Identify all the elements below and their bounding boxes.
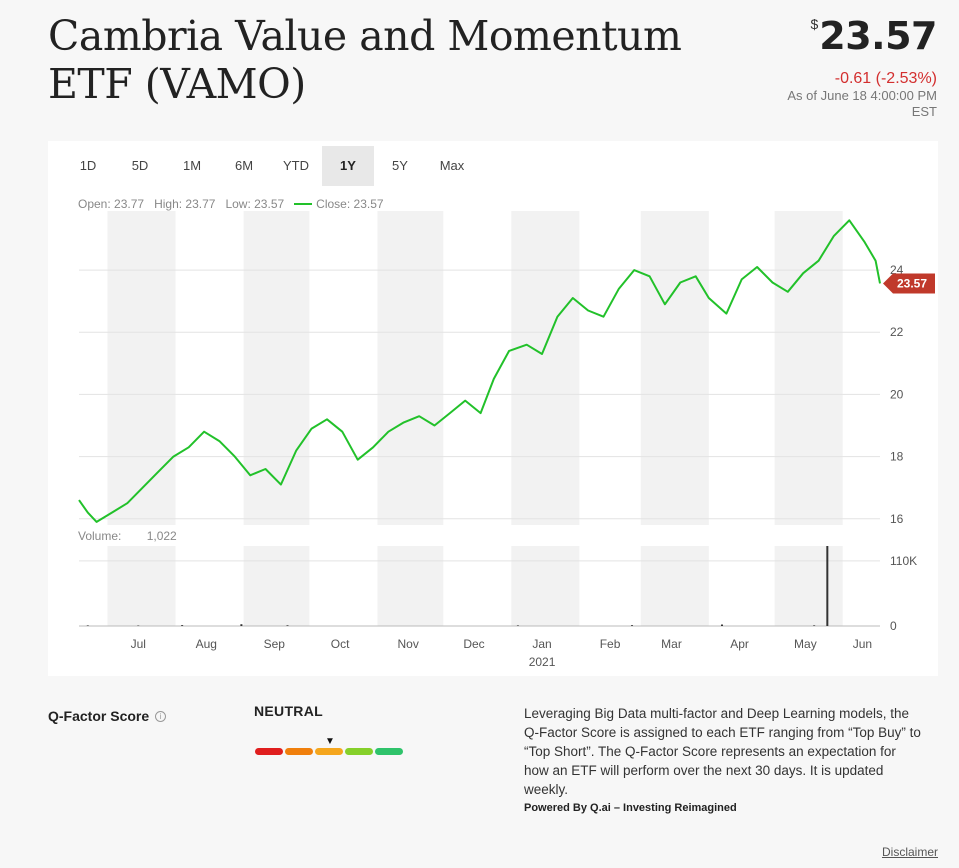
qfactor-score-bar (255, 748, 405, 755)
volume-tick-label: 0 (890, 619, 897, 633)
month-shade (640, 211, 709, 525)
price-change: -0.61 (-2.53%) (834, 70, 937, 87)
close-value: Close: 23.57 (316, 197, 384, 211)
qfactor-label-text: Q-Factor Score (48, 708, 150, 724)
tab-6m[interactable]: 6M (234, 158, 254, 173)
volume-label: Volume: (78, 529, 122, 543)
month-shade (243, 546, 310, 626)
tab-5d[interactable]: 5D (131, 158, 149, 173)
info-icon[interactable]: i (155, 710, 167, 722)
page-title: Cambria Value and Momentum ETF (VAMO) (48, 12, 682, 108)
x-tick-label: Sep (264, 637, 286, 651)
low-value: Low: 23.57 (225, 197, 285, 211)
month-shade (640, 546, 709, 626)
close-price-line (78, 219, 881, 523)
x-tick-label: Dec (463, 637, 484, 651)
qfactor-score: NEUTRAL (254, 703, 323, 719)
high-value: High: 23.77 (154, 197, 216, 211)
quote-panel: $ 23.57 -0.61 (-2.53%) As of June 18 4:0… (767, 14, 937, 120)
y-tick-label: 16 (890, 512, 904, 526)
month-shade (511, 546, 580, 626)
x-tick-label: Jul (131, 637, 146, 651)
y-tick-label: 22 (890, 325, 904, 339)
disclaimer-link[interactable]: Disclaimer (881, 845, 938, 859)
volume-tick-label: 110K (890, 554, 917, 568)
tab-max[interactable]: Max (439, 158, 465, 173)
x-tick-label: May (794, 637, 817, 651)
last-price-marker (883, 273, 935, 294)
ohlc-readout: Open: 23.77 High: 23.77 Low: 23.57 Close… (78, 197, 394, 211)
y-tick-label: 18 (890, 450, 904, 464)
qfactor-segment (285, 748, 313, 755)
qfactor-description: Leveraging Big Data multi-factor and Dee… (524, 706, 921, 797)
x-tick-label: Nov (398, 637, 419, 651)
qfactor-segment (345, 748, 373, 755)
x-tick-label: Oct (331, 637, 350, 651)
tab-1y[interactable]: 1Y (322, 146, 374, 186)
x-year-label: 2021 (529, 655, 556, 669)
x-tick-label: Apr (730, 637, 749, 651)
month-shade (377, 211, 444, 525)
x-tick-label: Aug (196, 637, 217, 651)
month-shade (107, 211, 176, 525)
x-tick-label: Jan (532, 637, 551, 651)
powered-by: Powered By Q.ai – Investing Reimagined (524, 802, 737, 814)
qfactor-segment (315, 748, 343, 755)
close-legend-swatch (294, 203, 313, 205)
month-shade (377, 546, 444, 626)
qfactor-label: Q-Factor Score i (48, 708, 167, 724)
current-price: 23.57 (819, 14, 937, 58)
month-shade (774, 546, 843, 626)
y-tick-label: 20 (890, 387, 904, 401)
x-tick-label: Feb (600, 637, 621, 651)
as-of-timestamp: As of June 18 4:00:00 PM EST (787, 88, 937, 119)
range-tabs: 1D 5D 1M 6M YTD 1Y 5Y Max (62, 146, 478, 186)
month-shade (774, 211, 843, 525)
tab-5y[interactable]: 5Y (392, 158, 408, 173)
qfactor-segment (375, 748, 403, 755)
x-tick-label: Jun (853, 637, 872, 651)
open-value: Open: 23.77 (78, 197, 145, 211)
score-pointer-icon: ▼ (325, 736, 335, 747)
tab-ytd[interactable]: YTD (283, 158, 309, 173)
month-shade (243, 211, 310, 525)
x-tick-label: Mar (661, 637, 682, 651)
volume-value: 1,022 (146, 529, 177, 543)
currency-symbol: $ (810, 16, 819, 32)
last-price-label: 23.57 (897, 276, 927, 290)
volume-readout: Volume: 1,022 (78, 529, 177, 543)
month-shade (511, 211, 580, 525)
tab-1m[interactable]: 1M (182, 158, 202, 173)
tab-1d[interactable]: 1D (79, 158, 97, 173)
price-chart-card: 16 18 20 22 24 0 110K 23.57 Jul Aug Sep Oct Nov Dec Ja… (48, 141, 938, 676)
qfactor-segment (255, 748, 283, 755)
month-shade (107, 546, 176, 626)
